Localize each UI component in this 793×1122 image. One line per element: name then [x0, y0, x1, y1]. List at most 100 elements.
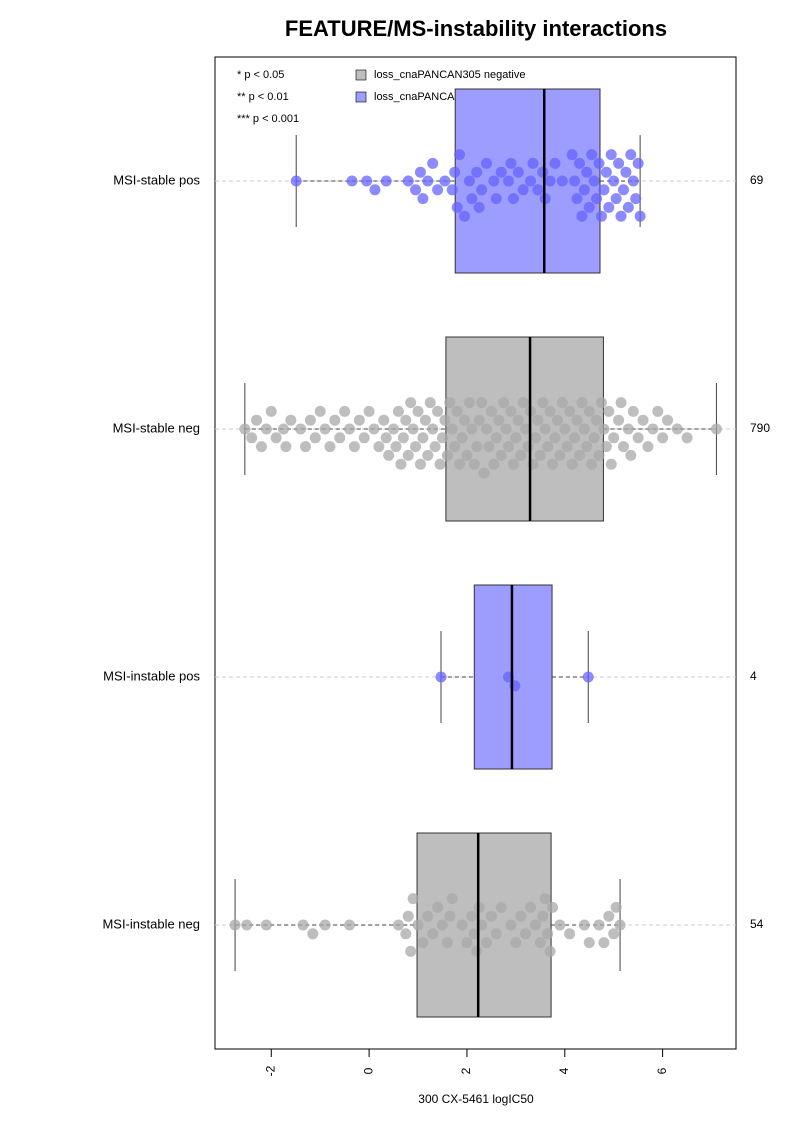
data-point: [309, 432, 321, 444]
data-point: [454, 149, 466, 161]
data-point: [493, 414, 505, 426]
data-point: [422, 449, 434, 461]
data-point: [439, 175, 451, 187]
data-point: [582, 671, 594, 683]
data-point: [554, 449, 566, 461]
data-point: [451, 201, 463, 213]
data-point: [265, 405, 277, 417]
data-point: [297, 919, 309, 931]
data-point: [710, 423, 722, 435]
category-label: MSI-instable neg: [102, 916, 200, 931]
data-point: [436, 432, 448, 444]
data-point: [634, 210, 646, 222]
data-point: [422, 175, 434, 187]
data-point: [539, 893, 551, 905]
data-point: [417, 193, 429, 205]
data-point: [402, 449, 414, 461]
data-point: [369, 184, 381, 196]
data-point: [605, 458, 617, 470]
data-point: [573, 157, 585, 169]
data-point: [353, 414, 365, 426]
data-point: [598, 184, 610, 196]
data-point: [657, 432, 669, 444]
data-point: [473, 414, 485, 426]
data-point: [610, 193, 622, 205]
category-label: MSI-stable pos: [113, 172, 200, 187]
data-point: [277, 423, 289, 435]
data-point: [419, 414, 431, 426]
data-point: [520, 928, 532, 940]
data-point: [400, 928, 412, 940]
data-point: [532, 184, 544, 196]
data-point: [632, 432, 644, 444]
data-point: [363, 405, 375, 417]
data-point: [427, 928, 439, 940]
data-point: [251, 414, 263, 426]
data-point: [681, 432, 693, 444]
data-point: [300, 441, 312, 453]
data-point: [490, 928, 502, 940]
data-point: [295, 423, 307, 435]
data-point: [591, 193, 603, 205]
data-point: [405, 945, 417, 957]
data-point: [564, 928, 576, 940]
data-point: [451, 405, 463, 417]
data-point: [466, 423, 478, 435]
data-point: [229, 919, 241, 931]
data-point: [576, 397, 588, 409]
data-point: [407, 893, 419, 905]
data-point: [576, 210, 588, 222]
data-point: [458, 210, 470, 222]
data-point: [495, 166, 507, 178]
data-point: [432, 901, 444, 913]
data-point: [520, 423, 532, 435]
data-point: [542, 928, 554, 940]
data-point: [627, 175, 639, 187]
data-point: [537, 910, 549, 922]
data-point: [405, 397, 417, 409]
data-point: [652, 405, 664, 417]
data-point: [617, 184, 629, 196]
data-point: [537, 397, 549, 409]
data-point: [334, 432, 346, 444]
count-label: 69: [750, 173, 764, 187]
data-point: [507, 193, 519, 205]
data-point: [429, 441, 441, 453]
data-point: [466, 193, 478, 205]
data-point: [260, 423, 272, 435]
data-point: [642, 441, 654, 453]
data-point: [595, 210, 607, 222]
data-point: [412, 919, 424, 931]
data-point: [400, 414, 412, 426]
data-point: [637, 414, 649, 426]
data-point: [573, 449, 585, 461]
data-point: [456, 432, 468, 444]
data-point: [542, 441, 554, 453]
data-point: [446, 184, 458, 196]
data-point: [534, 449, 546, 461]
data-point: [471, 945, 483, 957]
data-point: [559, 423, 571, 435]
category-label: MSI-instable pos: [103, 668, 200, 683]
data-point: [515, 449, 527, 461]
data-point: [537, 166, 549, 178]
data-point: [593, 449, 605, 461]
data-point: [441, 937, 453, 949]
data-point: [588, 432, 600, 444]
data-point: [586, 458, 598, 470]
data-point: [449, 441, 461, 453]
data-point: [515, 910, 527, 922]
data-point: [510, 432, 522, 444]
data-point: [444, 910, 456, 922]
data-point: [505, 919, 517, 931]
data-point: [505, 405, 517, 417]
data-point: [324, 441, 336, 453]
data-point: [593, 157, 605, 169]
data-point: [571, 193, 583, 205]
data-point: [388, 423, 400, 435]
data-point: [348, 441, 360, 453]
data-point: [578, 423, 590, 435]
data-point: [547, 901, 559, 913]
data-point: [473, 201, 485, 213]
annotation: * p < 0.05: [237, 69, 284, 81]
